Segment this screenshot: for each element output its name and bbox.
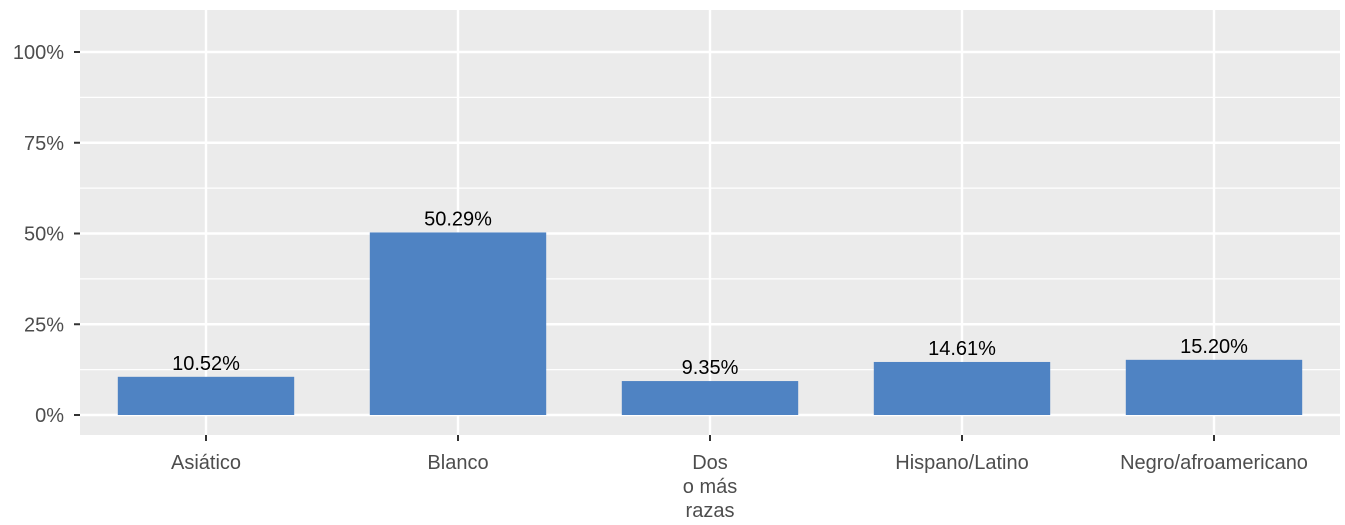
bar xyxy=(621,381,799,415)
bars xyxy=(117,232,1303,415)
y-tick-label: 0% xyxy=(35,405,64,427)
bar xyxy=(873,361,1051,415)
x-tick-label: Hispano/Latino xyxy=(895,452,1028,474)
data-label: 9.35% xyxy=(682,357,739,379)
data-label: 10.52% xyxy=(172,353,240,375)
x-tick-label: Blanco xyxy=(427,452,488,474)
x-tick-label: Dos o más razas xyxy=(683,452,737,522)
y-axis: 0% 25% 50% 75% 100% xyxy=(13,42,80,427)
y-tick-label: 100% xyxy=(13,42,64,64)
y-tick-label: 50% xyxy=(24,224,64,246)
x-axis: Asiático Blanco Dos o más razas Hispano/Latin… xyxy=(171,435,1308,522)
bar xyxy=(1125,359,1303,415)
y-tick-label: 75% xyxy=(24,133,64,155)
bar xyxy=(369,232,547,415)
bar xyxy=(117,376,295,415)
x-tick-label: Negro/afroamericano xyxy=(1120,452,1308,474)
data-label: 50.29% xyxy=(424,208,492,230)
x-tick-label: Asiático xyxy=(171,452,241,474)
data-label: 15.20% xyxy=(1180,336,1248,358)
data-labels: 10.52% 50.29% 9.35% 14.61% 15.20% xyxy=(172,208,1248,379)
y-tick-label: 25% xyxy=(24,314,64,336)
data-label: 14.61% xyxy=(928,338,996,360)
